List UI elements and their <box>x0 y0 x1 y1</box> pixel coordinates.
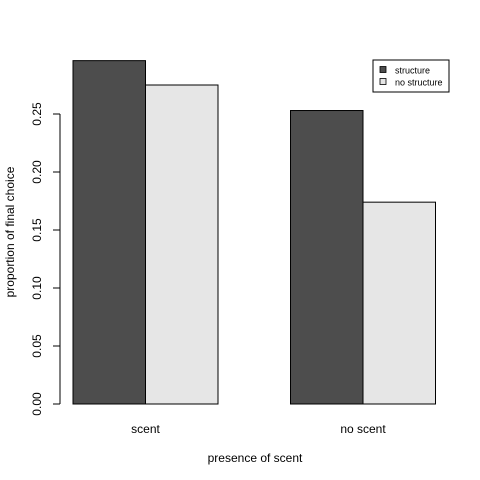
y-tick-label: 0.25 <box>30 102 44 126</box>
legend: structure no structure <box>372 59 450 93</box>
bar-no-structure-no-scent <box>362 201 436 405</box>
bars-group <box>72 60 436 405</box>
x-tick-label: scent <box>131 422 160 436</box>
legend-label-structure: structure <box>395 66 430 76</box>
y-axis-label: proportion of final choice <box>3 166 17 297</box>
y-tick-label: 0.15 <box>30 218 44 242</box>
y-tick-label: 0.00 <box>30 392 44 416</box>
bar-structure-no-scent <box>290 110 364 405</box>
legend-swatch-structure <box>379 66 387 73</box>
x-tick-labels: scent no scent <box>131 422 386 436</box>
y-axis: 0.00 0.05 0.10 0.15 0.20 0.25 <box>30 102 61 416</box>
legend-label-no-structure: no structure <box>395 78 443 88</box>
bar-structure-scent <box>72 60 146 405</box>
legend-swatch-no-structure <box>379 78 387 85</box>
legend-box <box>372 59 450 93</box>
y-tick-label: 0.05 <box>30 334 44 358</box>
y-tick-label: 0.20 <box>30 160 44 184</box>
x-tick-label: no scent <box>340 422 386 436</box>
y-tick-label: 0.10 <box>30 276 44 300</box>
bar-no-structure-scent <box>145 84 219 405</box>
x-axis-label: presence of scent <box>208 451 303 465</box>
